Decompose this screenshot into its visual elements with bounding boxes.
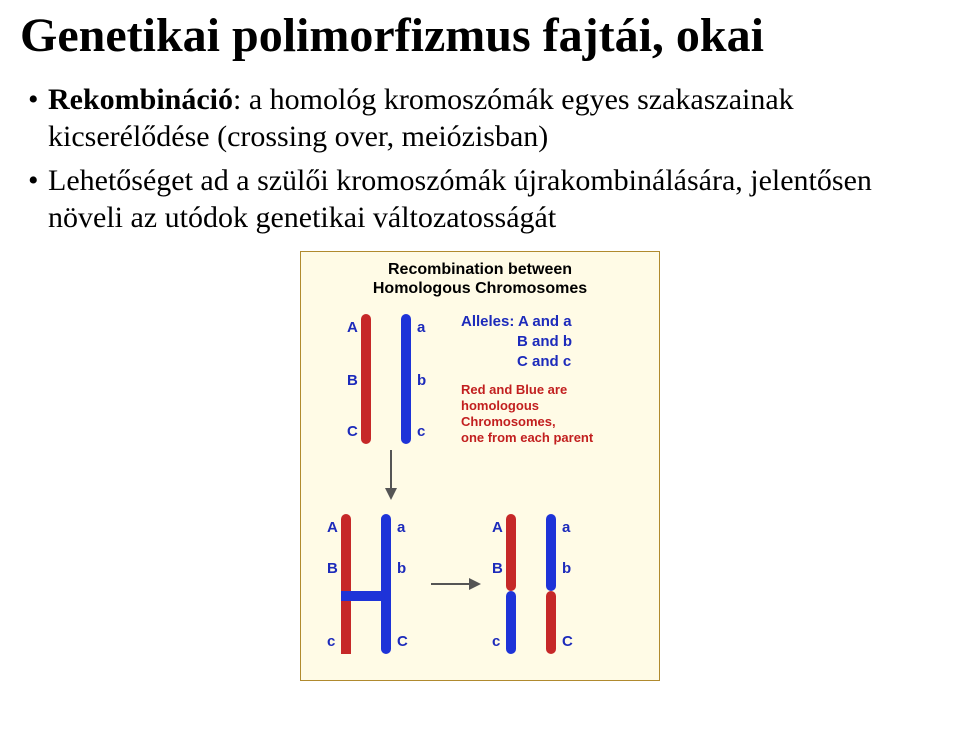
figure-shape: a	[397, 519, 406, 536]
figure: Recombination between Homologous Chromos…	[300, 251, 660, 681]
label-C-top: C	[347, 423, 358, 440]
top-blue-chromosome	[401, 314, 411, 444]
arrow-right-head	[469, 578, 481, 590]
figure-shape: b	[397, 560, 406, 577]
top-red-chromosome	[361, 314, 371, 444]
note-line-1: homologous	[461, 398, 539, 413]
alleles-heading: Alleles: A and a	[461, 313, 572, 330]
figure-shape: C	[562, 633, 573, 650]
result-left-bottom	[506, 591, 516, 654]
figure-title-line1: Recombination between	[388, 261, 572, 278]
page-title: Genetikai polimorfizmus fajtái, okai	[20, 10, 940, 63]
note-line-2: Chromosomes,	[461, 414, 556, 429]
bullet-1: Rekombináció: a homológ kromoszómák egye…	[28, 81, 940, 156]
note-line-0: Red and Blue are	[461, 382, 567, 397]
alleles-line-3: C and c	[517, 353, 571, 370]
label-b-top: b	[417, 372, 426, 389]
cross-blue-bar	[381, 514, 391, 654]
figure-shape: B	[492, 560, 503, 577]
result-left-top	[506, 514, 516, 591]
bullet-1-strong: Rekombináció	[48, 83, 233, 116]
bullets-list: Rekombináció: a homológ kromoszómák egye…	[28, 81, 940, 237]
arrow-down-head	[385, 488, 397, 500]
result-right-top	[546, 514, 556, 591]
figure-shape: A	[327, 519, 338, 536]
figure-title: Recombination between Homologous Chromos…	[311, 260, 649, 298]
figure-shape: b	[562, 560, 571, 577]
figure-title-line2: Homologous Chromosomes	[373, 280, 587, 297]
figure-shape: C	[397, 633, 408, 650]
label-B-top: B	[347, 372, 358, 389]
slide-root: Genetikai polimorfizmus fajtái, okai Rek…	[0, 0, 960, 745]
label-A-top: A	[347, 319, 358, 336]
figure-shape: A	[492, 519, 503, 536]
figure-shape: a	[562, 519, 571, 536]
figure-wrap: Recombination between Homologous Chromos…	[20, 251, 940, 681]
result-right-bottom	[546, 591, 556, 654]
figure-shape: c	[327, 633, 335, 650]
label-c-top: c	[417, 423, 425, 440]
alleles-line-2: B and b	[517, 333, 572, 350]
figure-shape: c	[492, 633, 500, 650]
bullet-2: Lehetőséget ad a szülői kromoszómák újra…	[28, 162, 940, 237]
figure-svg: A B Ca b c Alleles: A and a B and b C and c Red …	[311, 304, 651, 684]
figure-shape: B	[327, 560, 338, 577]
cross-bridge-blue	[341, 591, 391, 601]
figure-shape	[341, 601, 351, 654]
note-line-3: one from each parent	[461, 430, 594, 445]
label-a-top: a	[417, 319, 426, 336]
